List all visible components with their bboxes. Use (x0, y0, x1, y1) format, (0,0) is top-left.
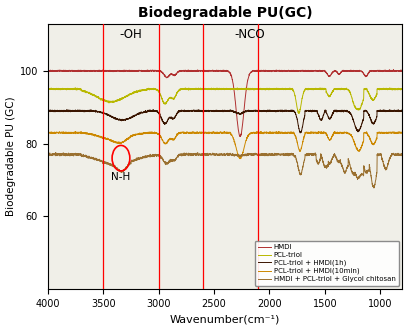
Text: -OH: -OH (120, 28, 142, 41)
Title: Biodegradable PU(GC): Biodegradable PU(GC) (138, 6, 313, 19)
PCL-triol (400, 87, 405, 91)
PCL-triol + HMDI(1h) (302, 115, 307, 118)
PCL-triol (325, 92, 330, 96)
HMDI + PCL-triol + Glycol chitosan (53, 151, 58, 155)
HMDI (238, 134, 243, 138)
HMDI (302, 68, 307, 72)
PCL-triol + HMDI(10min) (302, 133, 307, 137)
PCL-triol + HMDI(1h) (151, 108, 155, 112)
PCL-triol + HMDI(10min) (400, 131, 405, 135)
Y-axis label: Biodegradable PU (GC): Biodegradable PU (GC) (6, 96, 16, 216)
Line: HMDI: HMDI (48, 70, 402, 136)
HMDI (391, 68, 396, 72)
PCL-triol + HMDI(10min) (325, 134, 330, 138)
PCL-triol + HMDI(1h) (400, 109, 405, 113)
HMDI + PCL-triol + Glycol chitosan (45, 153, 50, 157)
PCL-triol + HMDI(1h) (346, 110, 351, 114)
HMDI + PCL-triol + Glycol chitosan (372, 186, 377, 190)
Text: N-H: N-H (111, 172, 131, 182)
PCL-triol + HMDI(1h) (396, 109, 401, 113)
HMDI (325, 72, 330, 76)
PCL-triol + HMDI(10min) (237, 157, 242, 161)
Line: PCL-triol: PCL-triol (48, 88, 402, 114)
HMDI + PCL-triol + Glycol chitosan (302, 158, 307, 162)
HMDI (346, 69, 351, 73)
X-axis label: Wavenumber(cm⁻¹): Wavenumber(cm⁻¹) (170, 314, 280, 324)
PCL-triol + HMDI(10min) (346, 132, 351, 136)
PCL-triol + HMDI(10min) (118, 141, 123, 145)
HMDI + PCL-triol + Glycol chitosan (325, 163, 330, 167)
Line: PCL-triol + HMDI(10min): PCL-triol + HMDI(10min) (48, 131, 402, 159)
PCL-triol + HMDI(10min) (255, 129, 259, 133)
PCL-triol + HMDI(10min) (45, 130, 50, 134)
PCL-triol + HMDI(1h) (118, 118, 123, 122)
HMDI (400, 69, 405, 73)
PCL-triol (302, 88, 307, 92)
Line: HMDI + PCL-triol + Glycol chitosan: HMDI + PCL-triol + Glycol chitosan (48, 153, 402, 188)
Legend: HMDI, PCL-triol, PCL-triol + HMDI(1h), PCL-triol + HMDI(10min), HMDI + PCL-triol: HMDI, PCL-triol, PCL-triol + HMDI(1h), P… (255, 241, 399, 286)
PCL-triol (346, 87, 351, 91)
PCL-triol (396, 87, 401, 91)
HMDI + PCL-triol + Glycol chitosan (118, 169, 123, 173)
PCL-triol (297, 112, 302, 115)
HMDI (271, 68, 276, 72)
Line: PCL-triol + HMDI(1h): PCL-triol + HMDI(1h) (48, 110, 402, 133)
HMDI (118, 69, 123, 73)
HMDI + PCL-triol + Glycol chitosan (396, 152, 401, 156)
PCL-triol + HMDI(10min) (396, 131, 401, 135)
PCL-triol + HMDI(10min) (271, 131, 276, 135)
PCL-triol (271, 86, 276, 90)
HMDI + PCL-triol + Glycol chitosan (400, 152, 405, 156)
PCL-triol (118, 97, 123, 101)
HMDI + PCL-triol + Glycol chitosan (271, 152, 276, 156)
Text: -NCO: -NCO (234, 28, 265, 41)
PCL-triol (73, 86, 78, 90)
HMDI + PCL-triol + Glycol chitosan (346, 158, 351, 162)
PCL-triol + HMDI(1h) (271, 109, 276, 113)
HMDI (45, 68, 50, 72)
PCL-triol (45, 87, 50, 91)
HMDI (396, 69, 401, 73)
PCL-triol + HMDI(1h) (298, 131, 303, 135)
PCL-triol + HMDI(1h) (45, 109, 50, 113)
PCL-triol + HMDI(1h) (325, 112, 330, 116)
